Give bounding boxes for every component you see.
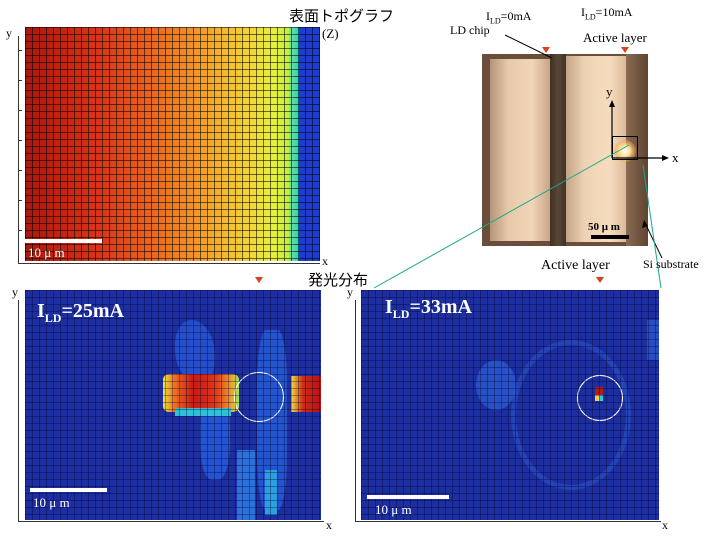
em33-current-label: ILD=33mA: [385, 296, 472, 321]
topo-scale-label: 10 μ m: [28, 245, 65, 260]
em25-y-label: y: [12, 285, 18, 299]
photo-x-label: x: [672, 150, 679, 165]
topo-z-label: (Z): [322, 26, 339, 41]
em33-hot-spot: [595, 387, 603, 395]
topo-x-label: x: [322, 254, 328, 268]
photo-scale-label: 50 μ m: [588, 221, 620, 233]
photo-ld-chip-label: LD chip: [450, 23, 490, 37]
emission-active-layer-label: Active layer: [541, 258, 610, 273]
em25-scale-label: 10 μ m: [33, 495, 70, 510]
em25-hot-band-left: [163, 374, 239, 412]
photo-scale-bar: [591, 235, 629, 239]
ld-chip-photo: 50 μ m: [482, 54, 648, 246]
topo-cyan-strip: [289, 27, 299, 261]
em25-x-label: x: [326, 518, 332, 532]
emission-marker-right: [596, 277, 604, 283]
topo-y-axis: [18, 36, 19, 264]
em33-x-label: x: [662, 518, 668, 532]
em25-hot-band-right: [291, 376, 321, 412]
em25-heatmap: 10 μ m ILD=25mA: [25, 290, 321, 520]
topo-y-label: y: [6, 26, 12, 40]
photo-current-right: ILD=10mA: [581, 5, 633, 22]
em33-heatmap: 10 μ m ILD=33mA: [361, 290, 659, 520]
photo-current-left: ILD=0mA: [486, 9, 532, 26]
topo-grid: [25, 27, 320, 261]
topo-heatmap: 10 μ m: [25, 27, 320, 261]
em25-scale-bar: [30, 488, 107, 492]
em33-circle: [577, 375, 623, 421]
photo-inset-box: [612, 136, 638, 160]
emission-title: 発光分布: [308, 271, 369, 289]
chip-left: [490, 59, 550, 241]
em33-y-label: y: [347, 285, 353, 299]
topo-scale-bar: [25, 239, 102, 243]
em33-scale-bar: [367, 495, 449, 499]
chip-gap: [550, 54, 566, 246]
emission-marker-left: [255, 277, 263, 283]
photo-marker-left: [542, 47, 550, 53]
em33-scale-label: 10 μ m: [375, 502, 412, 517]
topo-x-axis: [18, 263, 320, 264]
em25-circle: [234, 372, 284, 422]
em25-current-label: ILD=25mA: [37, 300, 124, 325]
topo-title: 表面トポグラフ: [289, 7, 395, 25]
photo-y-label: y: [606, 84, 613, 99]
photo-substrate-label: Si substrate: [643, 257, 699, 271]
photo-active-layer-label: Active layer: [583, 30, 647, 45]
photo-marker-right: [621, 47, 629, 53]
